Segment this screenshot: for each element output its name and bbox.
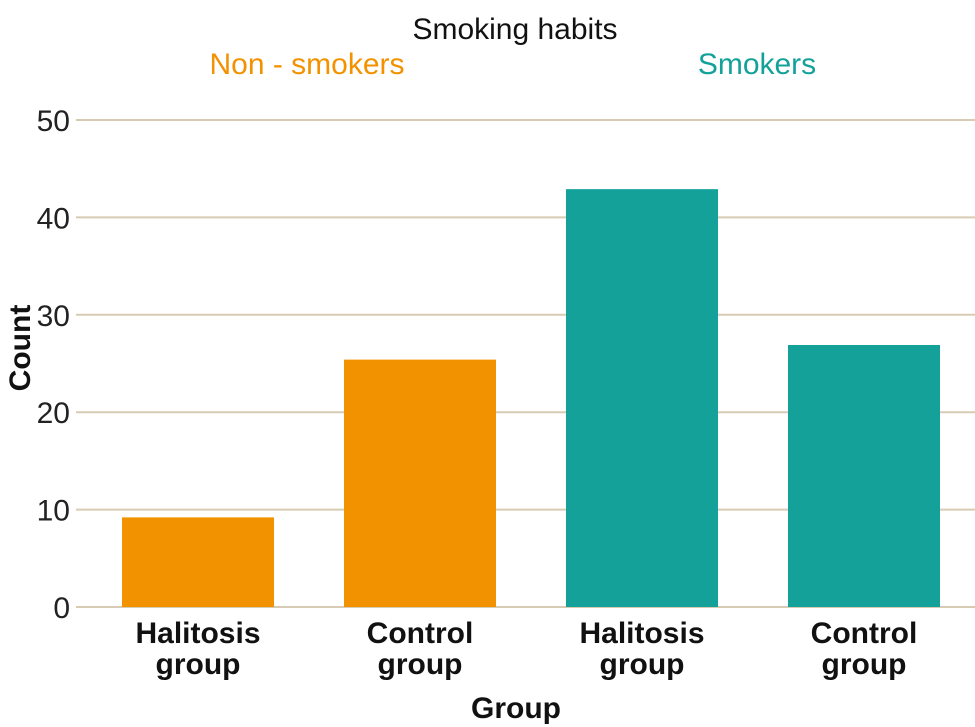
bar-non-smokers-0 — [122, 517, 274, 607]
legend-entry-non-smokers: Non - smokers — [209, 48, 404, 81]
x-axis-label: Group — [471, 692, 561, 725]
y-tick-label-40: 40 — [37, 202, 70, 235]
y-tick-label-0: 0 — [53, 592, 70, 625]
bars — [122, 189, 940, 608]
y-tick-label-20: 20 — [37, 397, 70, 430]
y-tick-label-30: 30 — [37, 300, 70, 333]
bar-non-smokers-1 — [344, 359, 496, 607]
x-tick-label-0-line-1: group — [156, 648, 241, 681]
x-tick-label-0-line-0: Halitosis — [135, 617, 260, 650]
x-tick-label-1-line-0: Control — [367, 617, 474, 650]
x-tick-label-3-line-1: group — [822, 648, 907, 681]
x-tick-label-2-line-0: Halitosis — [579, 617, 704, 650]
bar-smokers-2 — [566, 189, 718, 608]
x-tick-label-1-line-1: group — [378, 648, 463, 681]
y-axis-label: Count — [4, 305, 37, 392]
legend-entry-smokers: Smokers — [698, 48, 816, 81]
x-tick-label-3-line-0: Control — [811, 617, 918, 650]
bar-smokers-3 — [788, 344, 940, 607]
legend-title: Smoking habits — [412, 13, 617, 46]
x-tick-label-2-line-1: group — [600, 648, 685, 681]
x-tick-labels: HalitosisgroupControlgroupHalitosisgroup… — [135, 617, 917, 681]
y-tick-label-50: 50 — [37, 105, 70, 138]
y-tick-label-10: 10 — [37, 495, 70, 528]
y-tick-labels: 0 10 20 30 40 50 — [37, 105, 70, 625]
